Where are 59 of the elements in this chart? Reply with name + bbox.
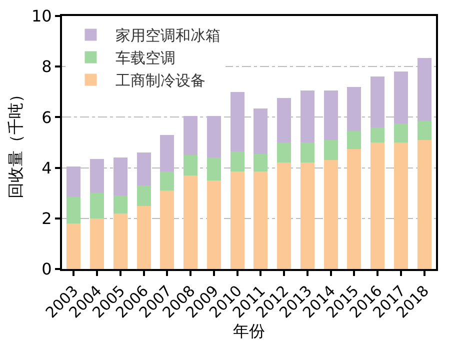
bar: [324, 90, 338, 140]
bar: [347, 86, 362, 132]
bar: [184, 155, 198, 176]
bar: [300, 90, 314, 142]
legend-label: 家用空调和冰箱: [116, 26, 221, 45]
bar: [206, 158, 221, 180]
bar: [347, 131, 362, 149]
legend-label: 车载空调: [116, 49, 176, 68]
x-axis-title: 年份: [233, 322, 265, 341]
bar: [230, 172, 244, 269]
y-tick-label: 6: [42, 108, 52, 127]
bar: [230, 92, 244, 152]
legend-label: 工商制冷设备: [116, 72, 206, 90]
bar: [254, 172, 268, 269]
bar: [113, 213, 128, 269]
bar: [254, 108, 268, 154]
bar: [160, 190, 174, 269]
bar: [160, 172, 174, 191]
bar: [66, 196, 81, 224]
bar: [417, 140, 432, 269]
bar: [206, 116, 221, 158]
y-tick-label: 8: [42, 57, 52, 76]
bar: [277, 162, 292, 269]
bar: [206, 180, 221, 269]
bar: [90, 193, 104, 218]
bar: [90, 218, 104, 269]
bar: [160, 134, 174, 172]
bar: [90, 158, 104, 194]
y-axis-title: 回收量（千吨）: [6, 86, 25, 198]
bar: [370, 127, 385, 142]
bar: [277, 98, 292, 142]
bar: [324, 160, 338, 269]
bar: [370, 76, 385, 128]
bar: [300, 142, 314, 163]
bar: [417, 121, 432, 140]
bar: [113, 196, 128, 214]
bar: [394, 72, 408, 124]
bar: [277, 142, 292, 163]
y-tick-label: 10: [31, 6, 52, 26]
y-tick-label: 2: [42, 209, 52, 228]
bar: [184, 175, 198, 269]
bar: [136, 206, 151, 269]
bar: [66, 223, 81, 269]
bar: [66, 166, 81, 197]
bar: [394, 142, 408, 269]
bar: [300, 162, 314, 269]
bar: [230, 151, 244, 172]
bar: [370, 142, 385, 269]
bar: [113, 158, 128, 196]
y-tick-label: 0: [42, 260, 52, 279]
bar: [324, 140, 338, 160]
bar: [136, 152, 151, 186]
bar: [254, 154, 268, 172]
y-tick-label: 4: [42, 158, 52, 178]
bar: [394, 124, 408, 142]
bar: [136, 186, 151, 206]
bar: [417, 58, 432, 121]
bar: [347, 148, 362, 269]
bar: [184, 116, 198, 156]
